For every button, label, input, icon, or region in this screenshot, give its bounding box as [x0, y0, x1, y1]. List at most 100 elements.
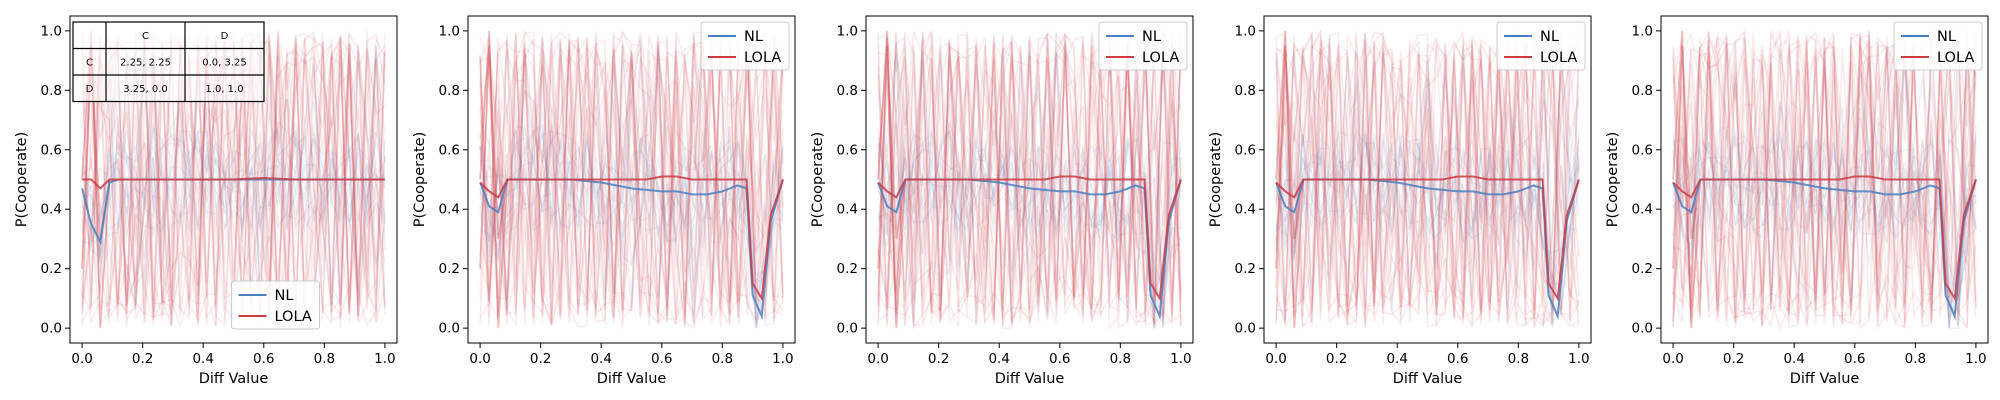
lola-trial-trace — [81, 40, 386, 317]
lola-trial-trace — [877, 34, 1182, 318]
y-tick-label: 0.6 — [41, 142, 62, 158]
data-area — [877, 29, 1182, 331]
x-axis-label: Diff Value — [1393, 371, 1463, 387]
nl-trial-trace — [81, 126, 386, 327]
lola-trial-trace — [1672, 34, 1977, 324]
nl-trial-trace — [479, 45, 784, 259]
lola-trial-trace — [479, 36, 784, 328]
y-axis-label: P(Cooperate) — [14, 132, 30, 228]
x-tick-label: 0.6 — [1049, 351, 1070, 367]
lola-trial-trace — [877, 39, 1182, 330]
nl-trial-trace — [1672, 134, 1977, 312]
y-tick-label: 0.2 — [1235, 261, 1256, 277]
nl-trial-trace — [1275, 90, 1580, 290]
lola-trial-trace — [1672, 30, 1977, 330]
lola-trial-trace — [877, 32, 1182, 329]
x-tick-label: 0.8 — [712, 351, 733, 367]
x-tick-label: 0.8 — [1905, 351, 1926, 367]
legend-label-lola: LOLA — [1540, 50, 1577, 66]
x-tick-label: 1.0 — [374, 351, 395, 367]
x-tick-label: 1.0 — [772, 351, 793, 367]
lola-trial-trace — [479, 31, 784, 327]
lola-trial-trace — [1275, 45, 1580, 329]
lola-trial-trace — [479, 31, 784, 328]
x-axis-label: Diff Value — [995, 371, 1065, 387]
table-cell: 3.25, 0.0 — [123, 84, 168, 95]
y-axis-label: P(Cooperate) — [1605, 132, 1621, 228]
y-tick-label: 0.2 — [837, 261, 858, 277]
y-tick-label: 0.6 — [837, 142, 858, 158]
x-tick-label: 0.2 — [928, 351, 949, 367]
lola-trial-trace — [479, 34, 784, 326]
legend: NL LOLA — [1098, 21, 1188, 71]
lola-trial-trace — [81, 36, 386, 326]
x-tick-label: 1.0 — [1568, 351, 1589, 367]
y-tick-label: 0.0 — [439, 321, 460, 337]
lola-trial-trace — [479, 31, 784, 327]
x-tick-label: 0.8 — [1110, 351, 1131, 367]
y-tick-label: 0.8 — [439, 83, 460, 99]
subplot-5: 0.0 0.2 0.4 0.6 0.8 1.0 0.0 0.2 0.4 0.6 0.8 1.0 Diff… — [1605, 15, 1989, 387]
lola-trial-trace — [1275, 39, 1580, 327]
nl-trial-trace — [877, 61, 1182, 284]
legend-label-lola: LOLA — [1142, 50, 1179, 66]
lola-trial-trace — [81, 31, 386, 328]
lola-trial-trace — [1275, 32, 1580, 328]
lola-trial-trace — [479, 30, 509, 329]
lola-trial-trace — [1672, 38, 1977, 324]
nl-trial-trace — [877, 52, 1182, 302]
nl-trial-trace — [479, 61, 784, 323]
legend: NL LOLA — [231, 280, 320, 330]
nl-trial-trace — [81, 55, 386, 290]
nl-trial-trace — [1275, 63, 1580, 312]
x-axis-label: Diff Value — [597, 371, 667, 387]
series-lola-line — [877, 175, 1182, 302]
nl-trial-trace — [479, 44, 784, 321]
lola-trial-trace — [877, 35, 1182, 327]
nl-trial-trace — [1275, 59, 1580, 327]
nl-trial-trace — [1672, 106, 1977, 329]
y-tick-label: 0.0 — [1632, 321, 1653, 337]
nl-trial-trace — [479, 69, 784, 306]
y-tick-label: 0.4 — [439, 202, 460, 218]
nl-trial-trace — [1672, 36, 1977, 329]
y-tick-label: 0.8 — [1632, 83, 1653, 99]
nl-trial-trace — [479, 89, 784, 329]
x-tick-label: 0.8 — [314, 351, 335, 367]
x-tick-label: 0.0 — [71, 351, 92, 367]
nl-trial-trace — [1672, 56, 1977, 325]
lola-trial-trace — [81, 38, 386, 328]
nl-trial-trace — [877, 39, 1182, 286]
lola-trial-trace — [479, 33, 784, 322]
series-lola-line — [1672, 175, 1977, 302]
lola-trial-trace — [1275, 45, 1305, 269]
lola-trial-trace — [1672, 31, 1977, 325]
lola-trial-trace — [81, 31, 386, 329]
axes-frame — [1263, 15, 1592, 344]
y-tick-label: 1.0 — [1235, 23, 1256, 39]
lola-trial-trace — [479, 32, 784, 325]
x-tick-label: 0.4 — [1783, 351, 1804, 367]
lola-trial-trace — [877, 30, 1182, 329]
series-lola-line — [82, 176, 385, 190]
nl-trial-trace — [1275, 124, 1580, 286]
lola-trial-trace — [1672, 30, 1977, 328]
y-axis-label: P(Cooperate) — [810, 132, 826, 228]
axes-frame — [467, 15, 796, 344]
lola-trial-trace — [1275, 38, 1580, 327]
payoff-table: C D C 2.25, 2.25 0.0, 3.25 D 3.25, 0.0 1.0, 1.0 — [72, 21, 265, 103]
lola-trial-trace — [1672, 45, 1977, 329]
lola-trial-trace — [877, 34, 1182, 327]
lola-trial-trace — [1275, 33, 1580, 328]
lola-trial-trace — [1672, 30, 1977, 330]
legend: NL LOLA — [1893, 21, 1983, 71]
nl-trial-trace — [1275, 114, 1580, 312]
lola-trial-trace — [1672, 33, 1977, 316]
nl-trial-trace — [1672, 56, 1977, 289]
nl-trial-trace — [81, 55, 386, 256]
lola-trial-trace — [877, 33, 1182, 328]
nl-trial-trace — [479, 41, 784, 302]
y-tick-label: 0.0 — [1235, 321, 1256, 337]
nl-trial-trace — [81, 109, 386, 237]
x-tick-label: 0.2 — [530, 351, 551, 367]
